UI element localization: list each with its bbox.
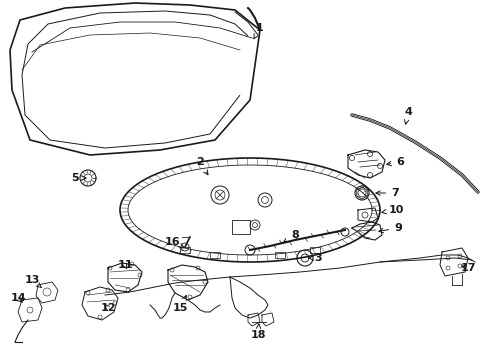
Text: 18: 18 [250,324,265,340]
Text: 12: 12 [100,303,116,313]
Bar [309,247,319,253]
Text: 2: 2 [196,157,207,175]
Text: 13: 13 [24,275,41,288]
Text: 5: 5 [71,173,86,183]
Text: 9: 9 [378,223,401,233]
Text: 8: 8 [283,230,298,243]
Text: 7: 7 [375,188,398,198]
Text: 6: 6 [386,157,403,167]
Text: 17: 17 [459,263,475,273]
Bar [231,220,249,234]
Text: 1: 1 [253,23,264,39]
Text: 15: 15 [172,296,187,313]
Text: 16: 16 [164,237,183,248]
Text: 10: 10 [381,205,403,215]
Bar [180,247,190,253]
Bar [209,252,220,258]
Text: 14: 14 [10,293,26,303]
Bar [274,252,285,258]
Text: 11: 11 [117,260,132,270]
Text: 3: 3 [308,253,321,263]
Text: 4: 4 [403,107,411,124]
